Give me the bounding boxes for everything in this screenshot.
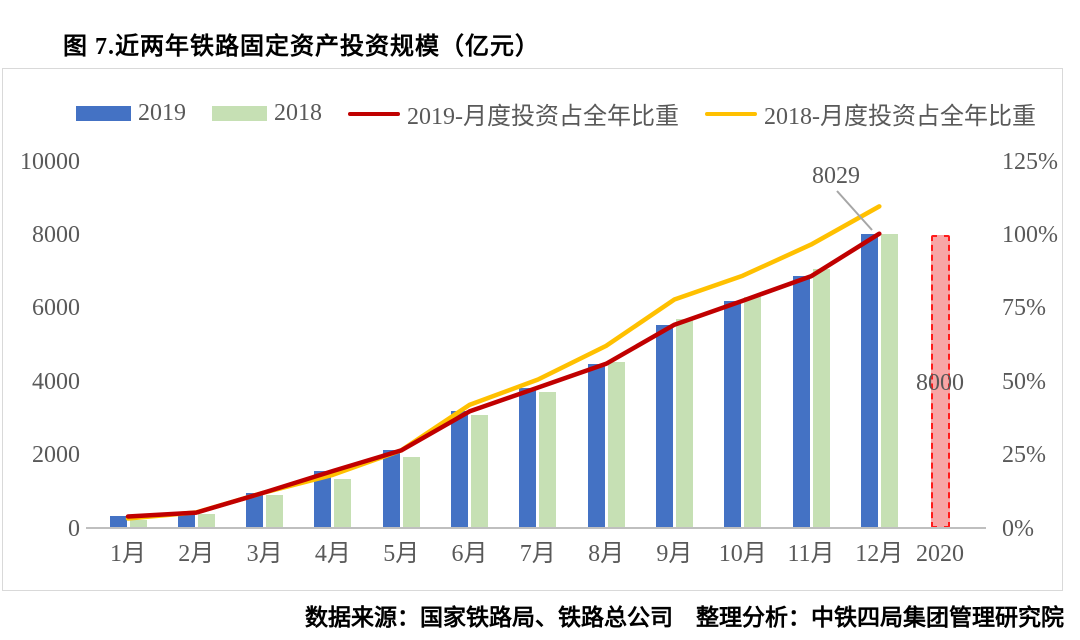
- bar-2019-9月: [655, 324, 673, 529]
- x-axis-tick-label: 4月: [314, 541, 351, 567]
- chart-title: 图 7.近两年铁路固定资产投资规模（亿元）: [63, 34, 540, 60]
- annotation-8029: 8029: [812, 163, 860, 189]
- legend-swatch-2019-bar-icon: [76, 106, 131, 121]
- bar-2019-10月: [724, 300, 742, 529]
- legend-item-2018-line: 2018-月度投资占全年比重: [705, 96, 1036, 131]
- x-axis-tick-label: 6月: [451, 541, 488, 567]
- x-axis-tick-label: 1月: [110, 541, 146, 567]
- left-axis-tick-label: 10000: [20, 148, 80, 175]
- right-axis-tick-label: 0%: [1002, 515, 1034, 542]
- legend-item-2018-bar: 2018: [212, 100, 322, 127]
- bar-2019-12月: [860, 233, 878, 529]
- right-axis-tick-label: 100%: [1002, 221, 1058, 248]
- left-axis-tick-label: 0: [68, 515, 80, 542]
- x-axis-tick-label: 2月: [178, 541, 215, 567]
- x-axis-tick-label: 5月: [383, 541, 420, 567]
- right-axis-tick-label: 25%: [1002, 442, 1046, 469]
- bar-2018-7月: [539, 392, 557, 529]
- bar-2018-11月: [812, 268, 830, 529]
- legend-item-2019-bar: 2019: [76, 100, 186, 127]
- plan-2020-value-label: 8000: [916, 370, 964, 396]
- bar-2018-8月: [607, 361, 625, 529]
- legend-swatch-2019-line-icon: [348, 111, 400, 116]
- bar-2018-9月: [675, 318, 693, 529]
- left-axis-tick-label: 8000: [32, 221, 80, 248]
- left-axis-tick-label: 2000: [32, 442, 80, 469]
- source-footer: 数据来源：国家铁路局、铁路总公司 整理分析：中铁四局集团管理研究院: [305, 605, 1064, 630]
- bar-2018-1月: [129, 519, 147, 529]
- x-axis-tick-label: 2020: [916, 541, 964, 567]
- bar-2019-6月: [451, 411, 468, 529]
- x-axis-tick-label: 8月: [588, 541, 625, 567]
- bar-2019-3月: [246, 492, 264, 529]
- legend-swatch-2018-line-icon: [705, 111, 757, 116]
- bar-2019-11月: [792, 276, 810, 529]
- legend-swatch-2018-bar-icon: [212, 106, 267, 121]
- bar-2018-5月: [402, 456, 420, 529]
- bar-2019-1月: [109, 516, 127, 529]
- right-axis-tick-label: 75%: [1002, 295, 1046, 322]
- bar-2019-8月: [587, 363, 605, 529]
- left-axis-tick-label: 4000: [32, 368, 80, 395]
- x-axis-line: [86, 527, 986, 529]
- legend-label: 2019-月度投资占全年比重: [407, 104, 679, 130]
- bar-2018-6月: [471, 415, 488, 529]
- bar-2019-5月: [382, 450, 400, 529]
- bar-2018-3月: [266, 495, 284, 529]
- left-axis-tick-label: 6000: [32, 295, 80, 322]
- bar-2018-10月: [744, 297, 762, 529]
- x-axis-tick-label: 7月: [519, 541, 556, 567]
- legend-label: 2019: [138, 100, 186, 126]
- bar-2019-4月: [314, 470, 332, 529]
- legend-label: 2018-月度投资占全年比重: [764, 104, 1036, 130]
- x-axis-tick-label: 10月: [718, 541, 767, 567]
- chart-legend: 2019 2018 2019-月度投资占全年比重 2018-月度投资占全年比重: [76, 96, 1062, 131]
- x-axis-tick-label: 12月: [855, 541, 904, 567]
- bar-2019-7月: [519, 387, 537, 529]
- bar-2018-4月: [334, 479, 352, 529]
- x-axis-tick-label: 9月: [656, 541, 693, 567]
- legend-item-2019-line: 2019-月度投资占全年比重: [348, 96, 679, 131]
- legend-label: 2018: [274, 100, 322, 126]
- x-axis-tick-label: 3月: [246, 541, 283, 567]
- right-axis-tick-label: 125%: [1002, 148, 1058, 175]
- bar-2018-12月: [880, 233, 898, 529]
- right-axis-tick-label: 50%: [1002, 368, 1046, 395]
- x-axis-tick-label: 11月: [787, 541, 835, 567]
